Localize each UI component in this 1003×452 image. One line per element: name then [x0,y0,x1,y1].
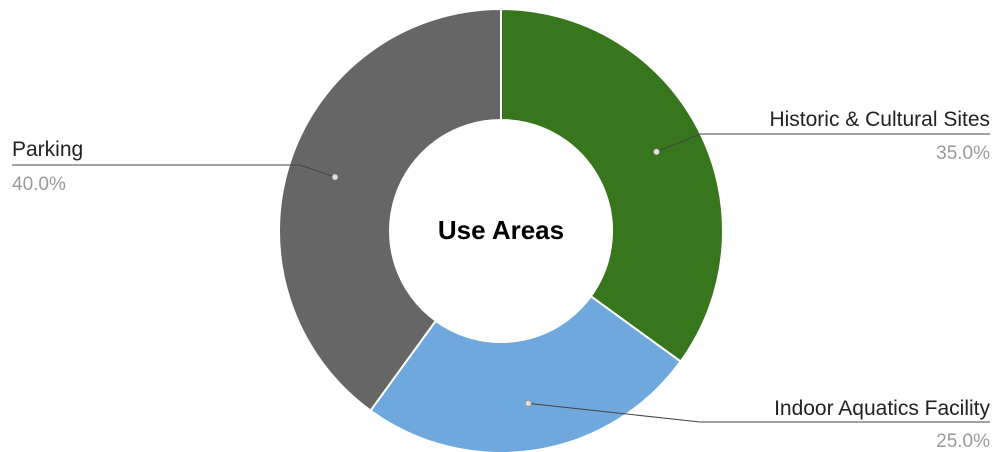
slice-historic-cultural-sites[interactable] [500,7,724,363]
slice-percent-label: 40.0% [12,174,66,195]
labels-group: Historic & Cultural Sites 35.0% Indoor Aqu… [12,108,990,452]
slice-label: Parking [12,138,83,161]
slice-parking[interactable] [278,7,502,412]
slice-percent-label: 35.0% [936,143,990,164]
chart-title: Use Areas [438,215,564,245]
leader-lines-group [12,133,990,423]
leader-line [528,402,990,423]
leader-dot [524,400,532,407]
leader-dot [331,173,339,181]
slice-percent-label: 25.0% [936,431,990,452]
leader-line [12,164,336,178]
slice-label: Historic & Cultural Sites [769,108,990,131]
slice-label: Indoor Aquatics Facility [774,397,990,420]
slices-group [278,7,724,452]
leader-line [656,133,990,153]
slice-indoor-aquatics-facility[interactable] [369,294,682,452]
leader-dot [653,148,660,156]
